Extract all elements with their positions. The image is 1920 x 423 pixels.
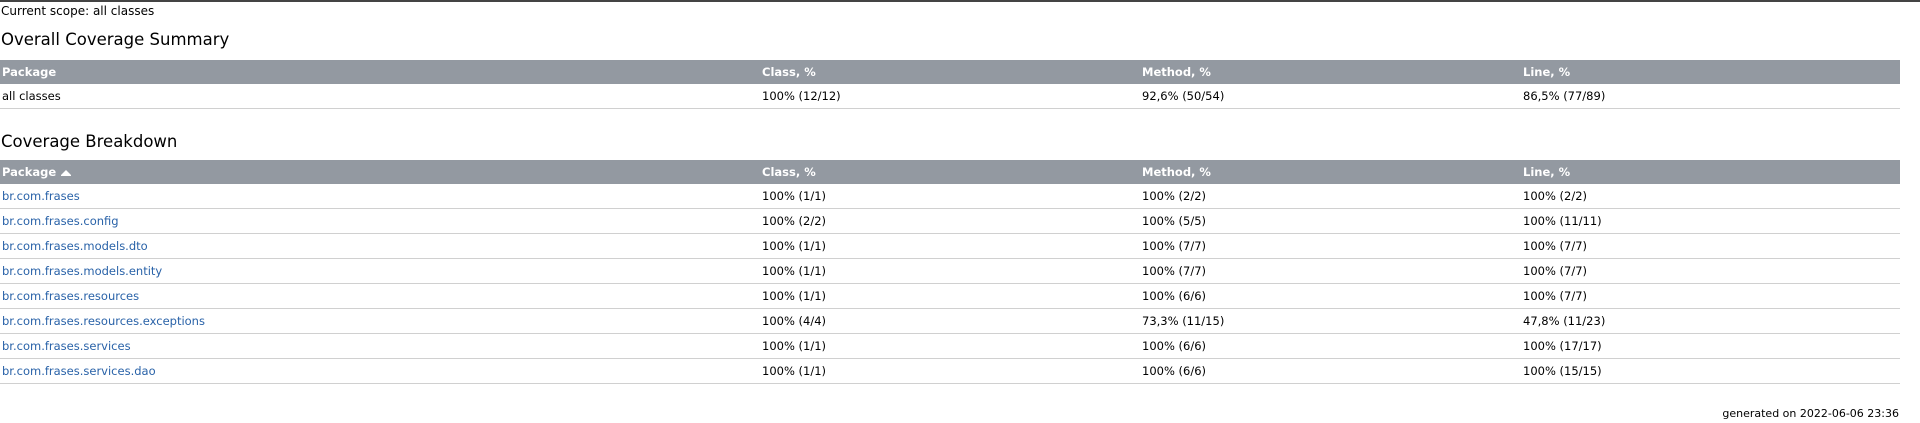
line-cell: 100% (15/15) [1521, 358, 1900, 384]
current-scope-value: all classes [92, 4, 155, 18]
package-link[interactable]: br.com.frases.services [2, 339, 131, 353]
method-cell: 100% (7/7) [1140, 258, 1521, 284]
summary-header-method: Method, % [1140, 60, 1521, 84]
package-cell: br.com.frases.models.dto [0, 233, 760, 259]
package-cell: br.com.frases.resources.exceptions [0, 308, 760, 334]
class-cell: 100% (4/4) [760, 308, 1140, 334]
table-row: br.com.frases.resources.exceptions 100% … [0, 308, 1900, 334]
package-cell: br.com.frases.config [0, 208, 760, 234]
table-row: br.com.frases.config 100% (2/2) 100% (5/… [0, 208, 1900, 234]
line-cell: 100% (7/7) [1521, 233, 1900, 259]
generated-label: generated on [1722, 407, 1797, 420]
package-link[interactable]: br.com.frases.resources.exceptions [2, 314, 205, 328]
summary-header-package: Package [0, 60, 760, 84]
line-cell: 100% (17/17) [1521, 333, 1900, 359]
overall-coverage-summary-title: Overall Coverage Summary [1, 30, 230, 49]
breakdown-header-class[interactable]: Class, % [760, 160, 1140, 184]
package-cell: br.com.frases.services.dao [0, 358, 760, 384]
summary-header-row: Package Class, % Method, % Line, % [0, 60, 1900, 84]
package-cell: br.com.frases.services [0, 333, 760, 359]
table-row: br.com.frases 100% (1/1) 100% (2/2) 100%… [0, 184, 1900, 209]
line-cell: 100% (2/2) [1521, 184, 1900, 209]
class-cell: 100% (1/1) [760, 283, 1140, 309]
class-cell: 100% (1/1) [760, 358, 1140, 384]
method-cell: 100% (6/6) [1140, 358, 1521, 384]
method-cell: 73,3% (11/15) [1140, 308, 1521, 334]
package-cell: br.com.frases [0, 184, 760, 209]
class-cell: 100% (1/1) [760, 233, 1140, 259]
line-cell: 100% (7/7) [1521, 283, 1900, 309]
package-link[interactable]: br.com.frases.models.entity [2, 264, 163, 278]
class-cell: 100% (1/1) [760, 333, 1140, 359]
breakdown-header-package-label: Package [2, 165, 57, 179]
line-cell: 100% (11/11) [1521, 208, 1900, 234]
method-cell: 100% (6/6) [1140, 283, 1521, 309]
package-link[interactable]: br.com.frases.services.dao [2, 364, 156, 378]
line-cell: 100% (7/7) [1521, 258, 1900, 284]
method-cell: 100% (6/6) [1140, 333, 1521, 359]
table-row: br.com.frases.models.entity 100% (1/1) 1… [0, 258, 1900, 284]
class-cell: 100% (1/1) [760, 184, 1140, 209]
overall-coverage-summary-table: Package Class, % Method, % Line, % all c… [0, 60, 1900, 109]
package-cell: br.com.frases.models.entity [0, 258, 760, 284]
table-row: br.com.frases.models.dto 100% (1/1) 100%… [0, 233, 1900, 259]
summary-package-cell: all classes [0, 84, 760, 109]
summary-header-line: Line, % [1521, 60, 1900, 84]
summary-method-cell: 92,6% (50/54) [1140, 84, 1521, 109]
class-cell: 100% (1/1) [760, 258, 1140, 284]
breakdown-header-package[interactable]: Package [0, 160, 760, 184]
summary-line-cell: 86,5% (77/89) [1521, 84, 1900, 109]
class-cell: 100% (2/2) [760, 208, 1140, 234]
generated-timestamp: generated on 2022-06-06 23:36 [1722, 407, 1899, 420]
breakdown-header-method[interactable]: Method, % [1140, 160, 1521, 184]
breakdown-header-row: Package Class, % Method, % Line, % [0, 160, 1900, 184]
method-cell: 100% (5/5) [1140, 208, 1521, 234]
line-cell: 47,8% (11/23) [1521, 308, 1900, 334]
summary-row: all classes 100% (12/12) 92,6% (50/54) 8… [0, 84, 1900, 109]
sort-ascending-icon [61, 170, 72, 176]
method-cell: 100% (7/7) [1140, 233, 1521, 259]
summary-class-cell: 100% (12/12) [760, 84, 1140, 109]
table-row: br.com.frases.services 100% (1/1) 100% (… [0, 333, 1900, 359]
coverage-breakdown-title: Coverage Breakdown [1, 132, 178, 151]
method-cell: 100% (2/2) [1140, 184, 1521, 209]
table-row: br.com.frases.services.dao 100% (1/1) 10… [0, 358, 1900, 384]
current-scope-label: Current scope: [1, 4, 90, 18]
package-link[interactable]: br.com.frases.config [2, 214, 119, 228]
coverage-breakdown-table: Package Class, % Method, % Line, % br.co… [0, 160, 1900, 384]
package-link[interactable]: br.com.frases.models.dto [2, 239, 148, 253]
package-link[interactable]: br.com.frases.resources [2, 289, 140, 303]
table-row: br.com.frases.resources 100% (1/1) 100% … [0, 283, 1900, 309]
package-link[interactable]: br.com.frases [2, 189, 80, 203]
summary-header-class: Class, % [760, 60, 1140, 84]
package-cell: br.com.frases.resources [0, 283, 760, 309]
current-scope: Current scope: all classes [1, 4, 154, 18]
breakdown-header-line[interactable]: Line, % [1521, 160, 1900, 184]
generated-date: 2022-06-06 23:36 [1799, 407, 1899, 420]
